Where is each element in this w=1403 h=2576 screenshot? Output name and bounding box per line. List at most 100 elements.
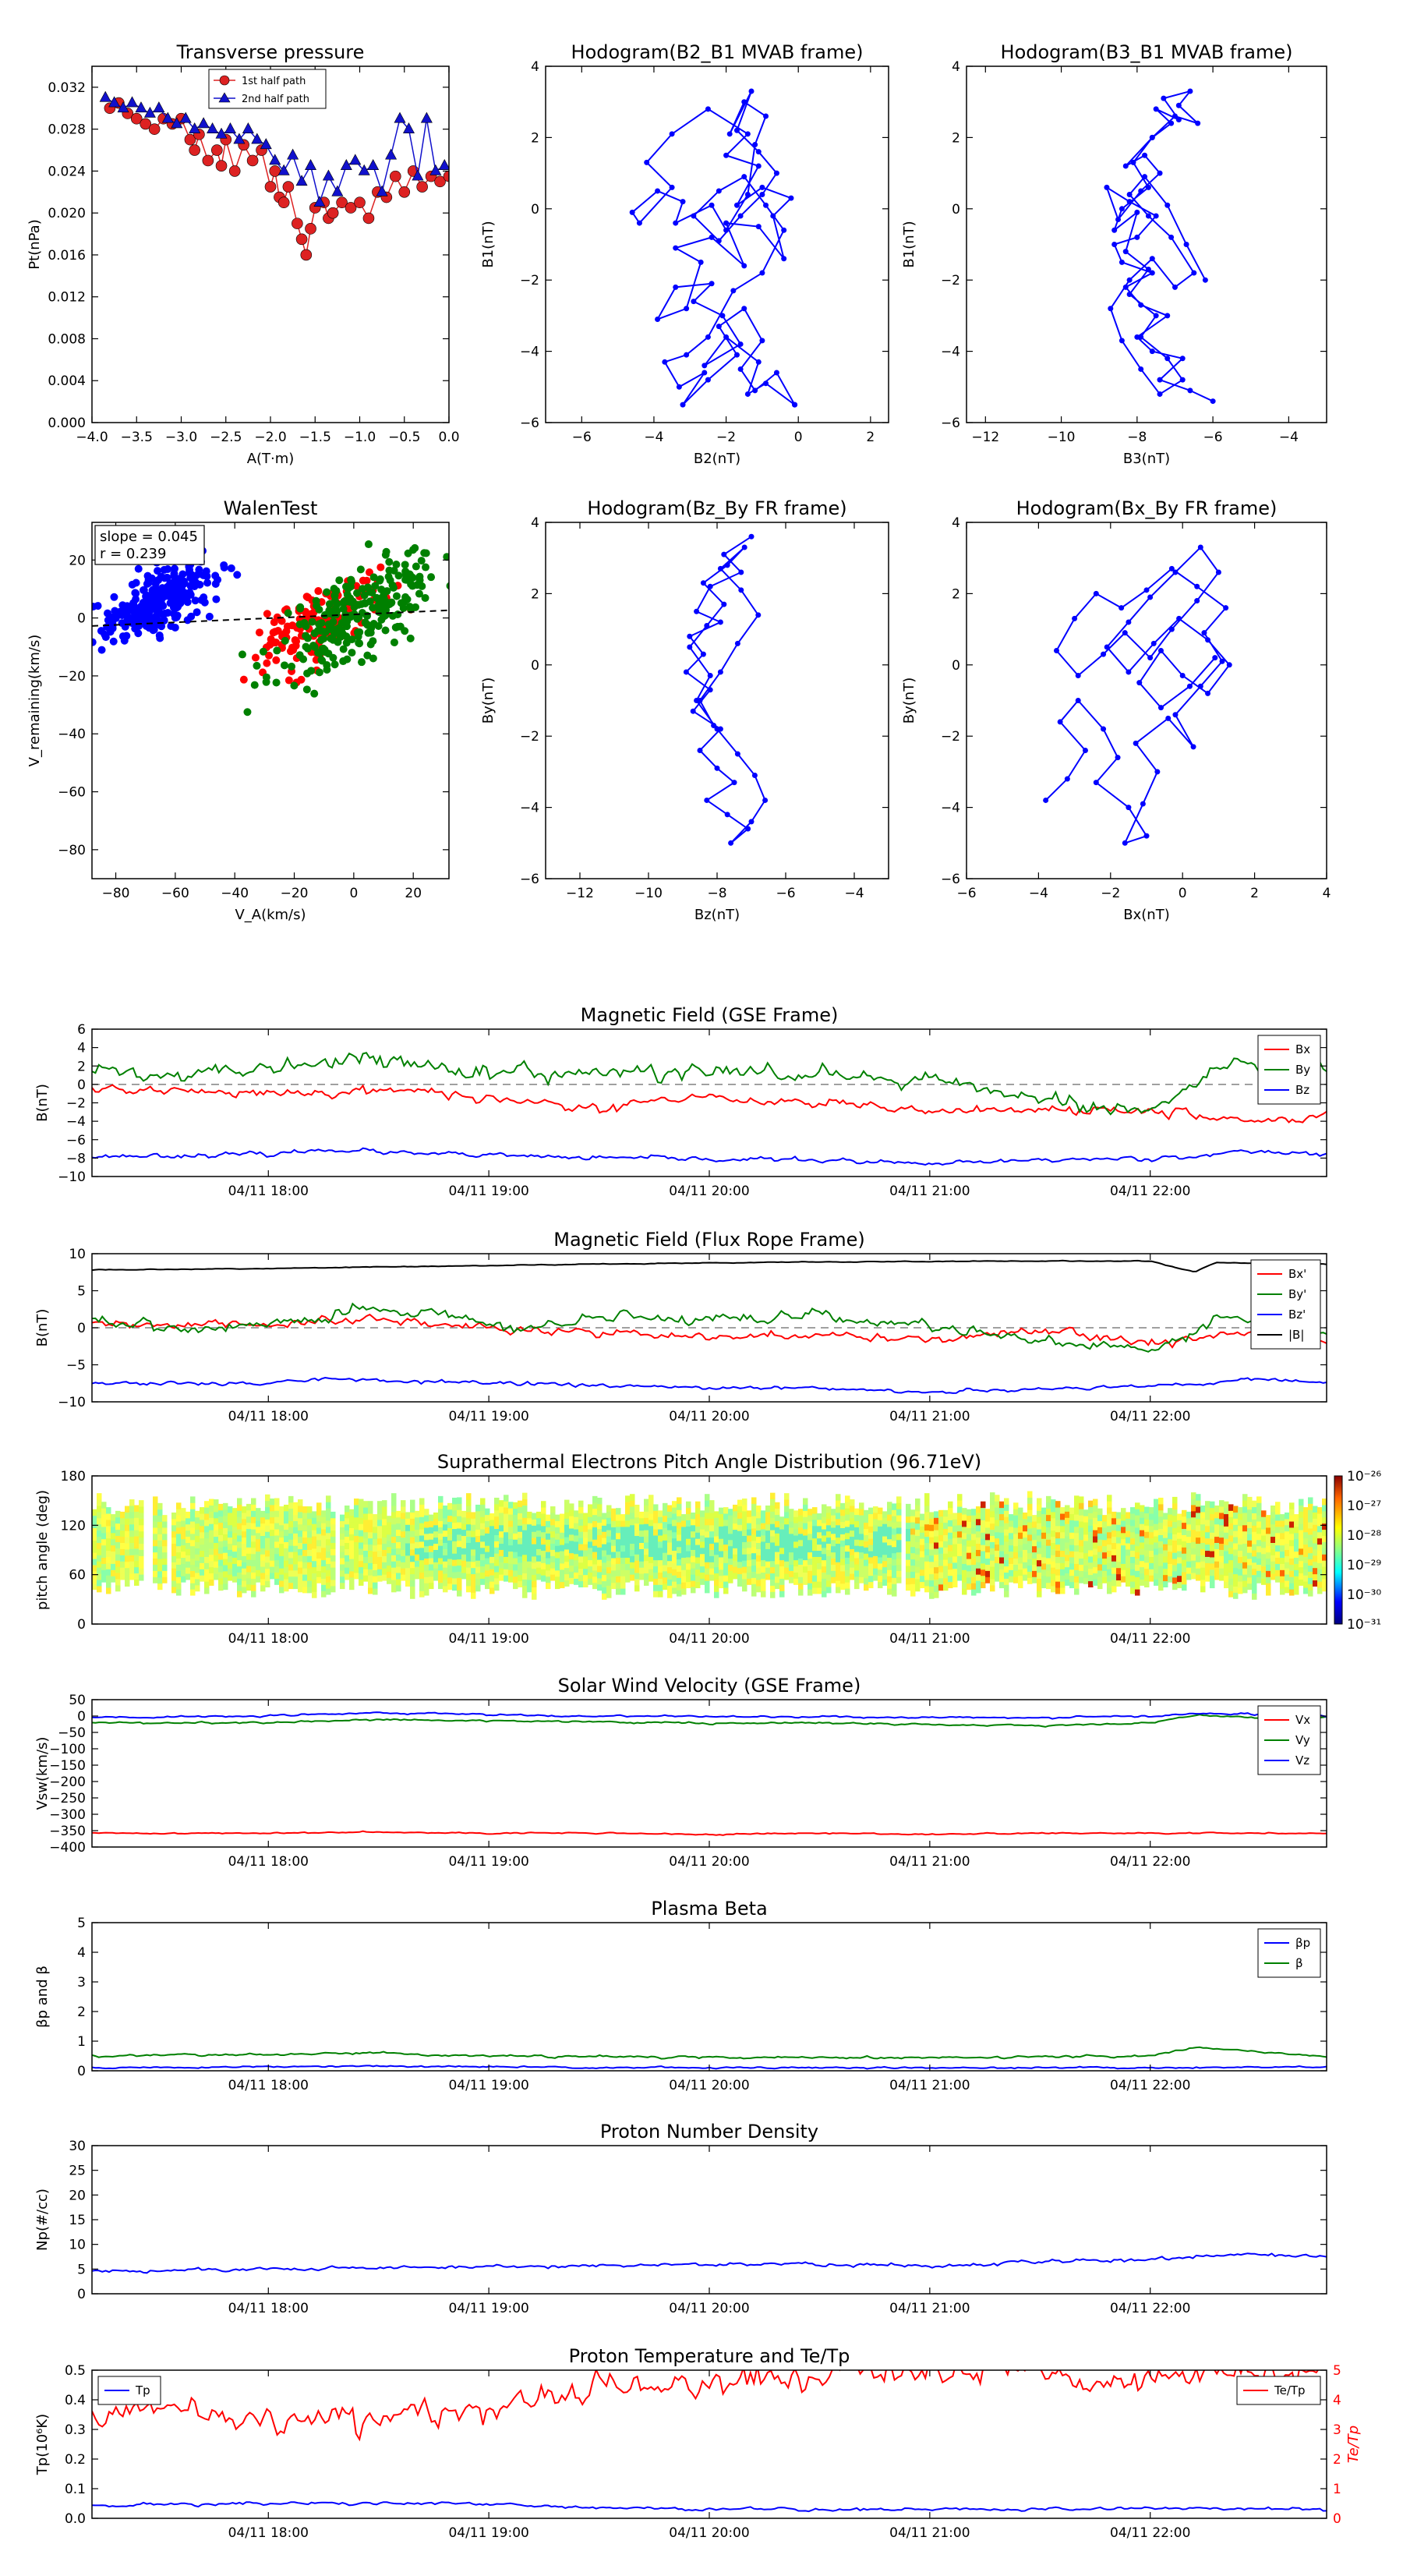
heatmap-cell — [625, 1576, 631, 1582]
heatmap-cell — [784, 1555, 790, 1561]
data-point — [211, 145, 222, 156]
hodogram-path — [1107, 91, 1213, 402]
heatmap-cell — [326, 1552, 331, 1558]
heatmap-cell — [513, 1545, 518, 1552]
heatmap-cell — [985, 1521, 991, 1527]
scatter-point — [272, 656, 280, 664]
heatmap-cell — [307, 1519, 313, 1525]
heatmap-cell — [672, 1562, 677, 1569]
heatmap-cell — [887, 1533, 892, 1539]
heatmap-cell — [1074, 1514, 1080, 1520]
heatmap-cell — [1126, 1562, 1131, 1568]
heatmap-cell — [1069, 1532, 1075, 1538]
series-line — [92, 1085, 1327, 1123]
heatmap-cell — [550, 1574, 556, 1580]
heatmap-cell — [564, 1574, 570, 1580]
heatmap-cell — [695, 1563, 701, 1569]
heatmap-cell — [302, 1519, 308, 1525]
heatmap-cell — [209, 1517, 214, 1523]
heatmap-cell — [887, 1514, 892, 1520]
heatmap-cell — [578, 1544, 584, 1550]
heatmap-cell — [1144, 1507, 1150, 1513]
data-point — [1191, 744, 1196, 749]
heatmap-cell — [1308, 1571, 1313, 1577]
heatmap-cell — [775, 1552, 780, 1558]
heatmap-cell — [419, 1584, 425, 1591]
heatmap-cell — [924, 1530, 930, 1537]
heatmap-cell — [822, 1566, 827, 1573]
heatmap-cell — [321, 1584, 327, 1591]
heatmap-cell — [153, 1564, 158, 1570]
y-tick-label: 120 — [61, 1518, 86, 1534]
scatter-point — [412, 603, 419, 611]
heatmap-cell — [101, 1502, 107, 1508]
heatmap-cell — [1247, 1571, 1253, 1577]
heatmap-cell — [1102, 1576, 1108, 1583]
heatmap-cell — [747, 1554, 752, 1560]
heatmap-cell — [288, 1496, 294, 1502]
heatmap-cell — [700, 1554, 705, 1560]
heatmap-cell — [1210, 1576, 1215, 1582]
heatmap-cell — [1032, 1546, 1037, 1552]
heatmap-cell — [957, 1494, 963, 1500]
heatmap-cell — [1303, 1545, 1309, 1551]
heatmap-cell — [1280, 1539, 1285, 1545]
heatmap-cell — [793, 1529, 799, 1535]
heatmap-cell — [284, 1511, 289, 1517]
heatmap-cell — [475, 1541, 481, 1548]
heatmap-cell — [789, 1540, 794, 1546]
heatmap-cell — [686, 1532, 691, 1538]
heatmap-cell — [312, 1567, 317, 1573]
x-tick-label: 04/11 18:00 — [228, 1184, 309, 1199]
heatmap-cell — [1252, 1525, 1257, 1531]
heatmap-cell — [672, 1507, 677, 1513]
heatmap-cell — [1242, 1513, 1248, 1519]
heatmap-cell — [639, 1512, 645, 1518]
heatmap-cell — [896, 1564, 902, 1570]
heatmap-cell — [284, 1541, 289, 1548]
heatmap-cell — [171, 1549, 177, 1555]
data-point — [247, 155, 258, 166]
heatmap-cell — [1055, 1569, 1061, 1575]
heatmap-cell — [929, 1574, 935, 1580]
heatmap-cell — [990, 1573, 995, 1579]
heatmap-cell — [967, 1528, 972, 1534]
data-point — [355, 197, 366, 208]
heatmap-cell — [761, 1573, 766, 1579]
heatmap-cell — [1317, 1507, 1323, 1513]
heatmap-cell — [115, 1536, 121, 1542]
heatmap-cell — [171, 1544, 177, 1550]
heatmap-cell — [461, 1548, 467, 1554]
heatmap-cell — [967, 1540, 972, 1546]
heatmap-cell — [634, 1579, 640, 1585]
heatmap-cell — [1285, 1562, 1290, 1568]
heatmap-cell — [237, 1584, 242, 1591]
heatmap-cell — [326, 1508, 331, 1514]
heatmap-cell — [1037, 1591, 1042, 1597]
heatmap-cell — [387, 1516, 392, 1522]
heatmap-cell — [200, 1569, 205, 1575]
data-point — [1169, 627, 1175, 632]
heatmap-cell — [452, 1541, 458, 1547]
heatmap-cell — [1149, 1532, 1154, 1538]
heatmap-cell — [190, 1515, 196, 1521]
heatmap-cell — [840, 1516, 846, 1522]
heatmap-cell — [527, 1537, 532, 1543]
heatmap-cell — [737, 1512, 743, 1518]
scatter-point — [452, 511, 460, 518]
heatmap-cell — [1140, 1567, 1145, 1573]
heatmap-cell — [938, 1541, 944, 1547]
heatmap-cell — [1140, 1536, 1145, 1542]
heatmap-cell — [330, 1561, 336, 1567]
heatmap-cell — [938, 1516, 944, 1523]
heatmap-cell — [330, 1543, 336, 1549]
heatmap-cell — [957, 1525, 963, 1531]
heatmap-cell — [700, 1529, 705, 1535]
heatmap-cell — [373, 1527, 378, 1533]
heatmap-cell — [1055, 1551, 1061, 1557]
scatter-point — [343, 617, 351, 625]
x-tick-label: 04/11 18:00 — [228, 1854, 309, 1870]
heatmap-cell — [251, 1566, 256, 1573]
heatmap-cell — [831, 1552, 836, 1559]
heatmap-cell — [1088, 1544, 1094, 1550]
